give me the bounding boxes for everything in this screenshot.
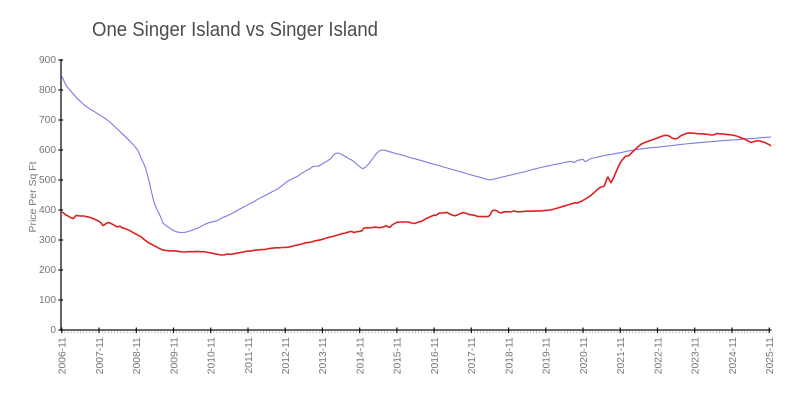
svg-text:2023-11: 2023-11: [691, 337, 702, 374]
svg-text:2019-11: 2019-11: [542, 337, 553, 374]
svg-text:Price Per Sq Ft: Price Per Sq Ft: [28, 161, 39, 232]
svg-text:600: 600: [39, 145, 56, 156]
svg-text:800: 800: [39, 85, 56, 96]
svg-text:2017-11: 2017-11: [467, 337, 478, 374]
svg-text:2012-11: 2012-11: [281, 337, 292, 374]
svg-text:2022-11: 2022-11: [653, 337, 664, 374]
svg-text:2010-11: 2010-11: [207, 337, 218, 374]
svg-text:2016-11: 2016-11: [430, 337, 441, 374]
svg-text:400: 400: [39, 205, 56, 216]
svg-text:2014-11: 2014-11: [356, 337, 367, 374]
svg-text:2025-11: 2025-11: [765, 337, 776, 374]
svg-text:200: 200: [39, 265, 56, 276]
svg-text:2020-11: 2020-11: [579, 337, 590, 374]
svg-text:2018-11: 2018-11: [504, 337, 515, 374]
svg-text:300: 300: [39, 235, 56, 246]
svg-text:500: 500: [39, 175, 56, 186]
svg-text:2024-11: 2024-11: [728, 337, 739, 374]
svg-text:700: 700: [39, 115, 56, 126]
svg-text:2011-11: 2011-11: [244, 337, 255, 374]
svg-text:One Singer Island vs Singer Is: One Singer Island vs Singer Island: [92, 18, 378, 41]
svg-text:2008-11: 2008-11: [132, 337, 143, 374]
svg-text:2021-11: 2021-11: [616, 337, 627, 374]
svg-text:2013-11: 2013-11: [318, 337, 329, 374]
svg-text:2009-11: 2009-11: [169, 337, 180, 374]
svg-text:2015-11: 2015-11: [393, 337, 404, 374]
svg-text:900: 900: [39, 55, 56, 66]
svg-text:0: 0: [50, 325, 56, 336]
svg-text:100: 100: [39, 295, 56, 306]
svg-text:2006-11: 2006-11: [58, 337, 69, 374]
svg-text:2007-11: 2007-11: [95, 337, 106, 374]
